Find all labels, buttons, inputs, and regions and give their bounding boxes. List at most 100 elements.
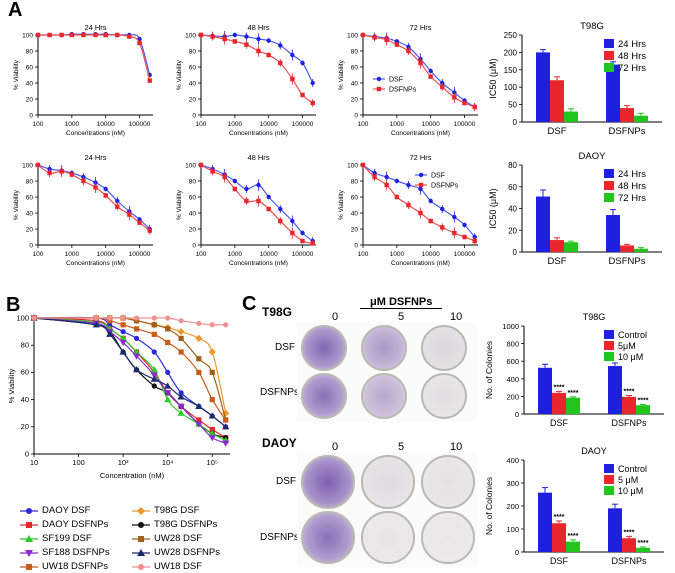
bar — [636, 547, 650, 552]
y-tick-label: 80 — [26, 48, 34, 55]
bar — [620, 245, 634, 252]
data-point — [69, 172, 75, 177]
data-point — [93, 315, 99, 321]
data-point — [462, 222, 467, 228]
y-tick-label: 0 — [515, 548, 519, 557]
legend-marker — [418, 182, 424, 188]
legend-item: T98G DSF — [132, 504, 244, 517]
y-tick-label: 0 — [29, 242, 33, 249]
x-tick-label: 100 — [33, 121, 44, 128]
data-point — [198, 162, 204, 168]
series-line — [38, 34, 151, 81]
data-point — [244, 186, 249, 192]
data-point — [127, 34, 132, 39]
y-tick-label: 100 — [504, 83, 518, 92]
data-point — [59, 169, 64, 174]
y-tick-label: 80 — [351, 178, 359, 185]
bar — [622, 538, 636, 552]
data-point — [137, 40, 142, 46]
series-line — [362, 164, 475, 242]
data-point — [119, 339, 127, 347]
y-tick-label: 60 — [189, 64, 197, 71]
y-tick-label: 300 — [506, 479, 519, 488]
legend-label: 10 μM — [618, 352, 643, 362]
x-tick-label: 100000 — [454, 121, 476, 128]
data-point — [47, 32, 52, 38]
bar — [622, 396, 636, 414]
category-label: DSF — [548, 256, 567, 267]
data-point — [127, 212, 132, 217]
legend-swatch — [604, 486, 614, 495]
bar — [608, 508, 622, 552]
data-point — [165, 369, 171, 375]
legend-label: 48 Hrs — [618, 181, 646, 192]
series-line — [362, 34, 476, 108]
data-point — [462, 100, 467, 106]
y-tick-label: 20 — [351, 226, 359, 233]
y-tick-label: 40 — [21, 395, 29, 404]
legend-marker — [20, 534, 38, 542]
y-tick-label: 40 — [26, 80, 34, 87]
viability-chart-daoy-48h: 0 20 40 60 80 100 100 1000 10000 100000 48 Hrs Conc… — [176, 153, 316, 267]
legend-label: UW18 DSFNPs — [42, 561, 108, 572]
data-point — [222, 423, 230, 430]
data-point — [256, 36, 261, 42]
y-tick-label: 100 — [347, 32, 358, 39]
y-axis-label: % Viability — [13, 189, 20, 220]
series-line — [34, 317, 227, 414]
data-point — [232, 178, 238, 184]
viability-chart-cell-lines: 0 20 40 60 80 100 10 100 10³ 10⁴ 10⁵ Concentration … — [7, 313, 230, 480]
legend-label: UW18 DSF — [154, 561, 203, 572]
data-point — [93, 185, 98, 190]
data-point — [290, 230, 295, 236]
data-point — [300, 238, 305, 244]
data-point — [290, 218, 295, 224]
y-tick-label: 100 — [22, 32, 33, 39]
y-tick-label: 20 — [26, 96, 34, 103]
data-point — [120, 315, 126, 321]
data-point — [266, 206, 271, 212]
data-point — [428, 68, 433, 74]
y-tick-label: 100 — [185, 32, 196, 39]
culture-dish — [361, 373, 407, 419]
data-point — [462, 234, 467, 240]
data-point — [107, 322, 113, 328]
culture-dish — [301, 325, 347, 371]
x-tick-label: 100000 — [292, 251, 314, 258]
data-point — [165, 339, 171, 346]
x-tick-label: 10 — [30, 458, 38, 467]
y-tick-label: 80 — [351, 48, 359, 55]
data-point — [107, 315, 113, 321]
culture-dish — [361, 510, 415, 564]
category-label: DSF — [550, 418, 569, 428]
data-point — [208, 435, 216, 442]
data-point — [177, 393, 185, 400]
legend-item: UW28 DSFNPs — [132, 546, 244, 559]
data-point — [266, 52, 271, 58]
data-point — [196, 356, 202, 362]
series-line — [38, 33, 151, 76]
legend-swatch — [604, 341, 614, 350]
ic50-bar-chart-t98g: 0 50 100 150 200 250 T98G IC50 (μM) DSF DSFNPs 24 … — [488, 21, 662, 137]
y-tick-label: 60 — [508, 183, 517, 192]
significance-label: **** — [568, 390, 579, 397]
y-tick-label: 80 — [26, 178, 34, 185]
bar — [608, 366, 622, 414]
data-point — [35, 162, 41, 168]
data-point — [418, 186, 423, 192]
y-axis-label: % Viability — [338, 59, 345, 90]
data-point — [208, 412, 216, 419]
y-tick-label: 20 — [26, 226, 34, 233]
legend-symbol — [25, 549, 33, 557]
data-point — [92, 321, 100, 328]
culture-dish — [301, 373, 347, 419]
panel-label-c: C — [242, 293, 257, 315]
x-tick-label: 100 — [196, 251, 207, 258]
data-point — [120, 322, 126, 328]
series-line — [37, 164, 151, 230]
data-point — [244, 34, 249, 39]
category-label: DSFNPs — [611, 418, 647, 428]
data-point — [222, 36, 227, 42]
t98g-colony-plate-image — [297, 322, 477, 422]
x-tick-label: 10000 — [422, 251, 440, 258]
